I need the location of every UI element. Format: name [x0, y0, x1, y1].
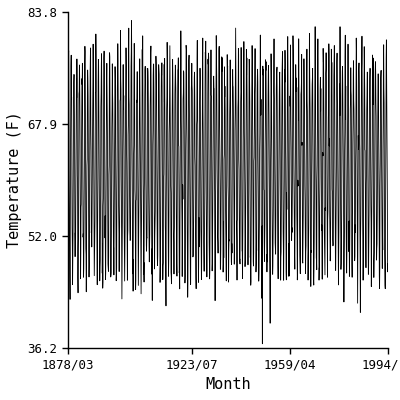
Y-axis label: Temperature (F): Temperature (F)	[7, 112, 22, 248]
X-axis label: Month: Month	[205, 377, 251, 392]
